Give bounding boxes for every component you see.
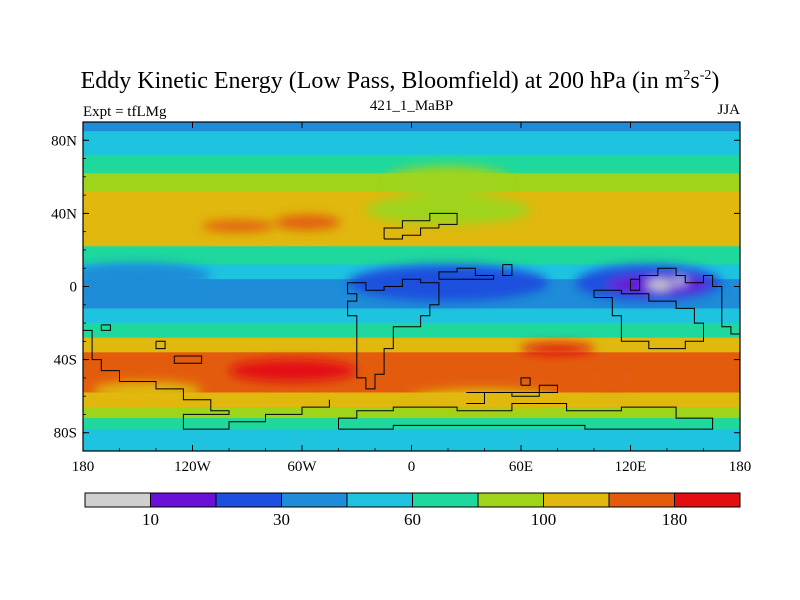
coastline xyxy=(383,212,458,240)
chart-title: Eddy Kinetic Energy (Low Pass, Bloomfiel… xyxy=(80,68,720,94)
contour-band xyxy=(83,418,740,430)
coastline xyxy=(502,264,513,276)
contour-region xyxy=(274,215,341,230)
colorbar-swatch xyxy=(412,492,479,508)
colorbar-swatch xyxy=(215,492,282,508)
coastline xyxy=(155,340,166,350)
contour-region xyxy=(83,262,211,289)
contour-band xyxy=(83,131,740,156)
contour-region xyxy=(347,264,549,302)
contour-region xyxy=(521,343,594,355)
experiment-label: Expt = tfLMg xyxy=(83,104,167,120)
contour-region xyxy=(646,279,673,291)
contour-band xyxy=(83,337,740,353)
coastline xyxy=(347,278,440,390)
contour-region xyxy=(201,220,275,232)
coastline xyxy=(338,403,714,430)
y-tick-label: 0 xyxy=(70,280,78,296)
colorbar-label: 30 xyxy=(273,510,290,529)
coastline xyxy=(466,384,558,404)
contour-band xyxy=(83,154,740,174)
contour-region xyxy=(588,368,636,388)
colorbar-label: 60 xyxy=(404,510,421,529)
coastline xyxy=(593,289,704,350)
contour-region xyxy=(384,165,512,196)
colorbar-swatch xyxy=(346,492,413,508)
coastline xyxy=(520,377,531,386)
coastlines xyxy=(83,212,740,430)
coastline xyxy=(100,324,111,331)
x-tick-label: 120E xyxy=(615,459,647,475)
contour-region xyxy=(229,359,357,382)
y-tick-label: 40N xyxy=(51,206,77,222)
contour-band xyxy=(83,308,740,324)
x-tick-label: 180 xyxy=(72,459,95,475)
colorbar-swatch xyxy=(150,492,217,508)
colorbar-swatch xyxy=(543,492,610,508)
contour-band xyxy=(83,323,740,339)
colorbar-swatch xyxy=(608,492,675,508)
contour-region xyxy=(365,195,531,225)
colorbar-label: 100 xyxy=(531,510,557,529)
x-tick-label: 60E xyxy=(509,459,533,475)
coastline xyxy=(639,267,740,335)
coastline xyxy=(630,278,641,291)
colorbar: 10 30 60 100 180 xyxy=(84,492,741,529)
y-tick-label: 80N xyxy=(51,133,77,149)
contour-band xyxy=(83,407,740,419)
colorbar-swatch xyxy=(477,492,544,508)
season-label: JJA xyxy=(717,102,740,118)
colorbar-swatch xyxy=(84,492,151,508)
contour-band xyxy=(83,246,740,266)
coastline xyxy=(173,355,203,364)
contour-band xyxy=(83,429,740,451)
contour-region xyxy=(92,381,202,400)
colorbar-swatch xyxy=(281,492,348,508)
y-axis: 80N 40N 0 40S 80S xyxy=(51,121,740,452)
y-tick-label: 80S xyxy=(54,426,77,442)
colorbar-swatch xyxy=(674,492,741,508)
contour-field xyxy=(83,122,740,451)
coastline xyxy=(438,267,495,280)
x-tick-label: 120W xyxy=(174,459,212,475)
colorbar-label: 10 xyxy=(142,510,159,529)
x-tick-label: 0 xyxy=(408,459,416,475)
contour-band xyxy=(83,392,740,408)
colorbar-label: 180 xyxy=(662,510,688,529)
x-axis: 180 120W 60W 0 60E 120E 180 xyxy=(72,122,752,475)
y-tick-label: 40S xyxy=(54,353,77,369)
x-tick-label: 180 xyxy=(729,459,752,475)
x-tick-label: 60W xyxy=(287,459,317,475)
contour-region xyxy=(672,277,688,285)
run-id-label: 421_1_MaBP xyxy=(369,98,454,114)
coastline xyxy=(83,329,330,430)
